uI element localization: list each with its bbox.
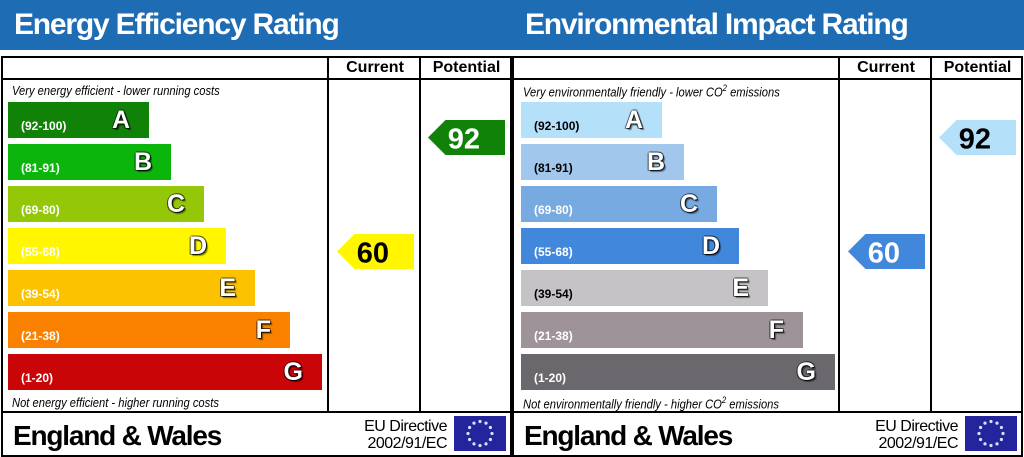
- svg-text:92: 92: [448, 124, 480, 156]
- svg-text:92: 92: [959, 124, 991, 156]
- svg-text:60: 60: [357, 238, 389, 270]
- svg-text:60: 60: [868, 238, 900, 270]
